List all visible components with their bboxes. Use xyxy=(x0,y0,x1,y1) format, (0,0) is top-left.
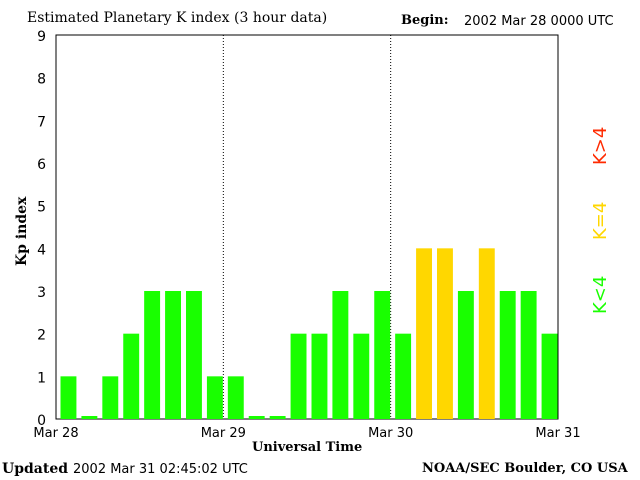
begin-label: Begin: xyxy=(401,13,449,28)
kp-bar xyxy=(248,416,265,419)
x-axis-label: Universal Time xyxy=(252,440,363,455)
kp-bar xyxy=(60,376,77,419)
kp-bar xyxy=(102,376,119,419)
y-tick-label: 5 xyxy=(37,200,46,216)
kp-bar xyxy=(269,416,286,419)
kp-bar xyxy=(332,291,349,419)
x-tick-label: Mar 28 xyxy=(33,426,78,441)
legend-k-below-4: K<4 xyxy=(590,275,611,314)
kp-bar xyxy=(290,333,307,419)
kp-bar xyxy=(123,333,140,419)
y-tick-label: 1 xyxy=(37,370,46,386)
y-tick-label: 6 xyxy=(37,157,46,173)
x-tick-label: Mar 31 xyxy=(535,426,580,441)
y-tick-label: 3 xyxy=(37,285,46,301)
legend-k-above-4: K>4 xyxy=(590,126,611,165)
kp-bar xyxy=(311,333,328,419)
y-tick-label: 7 xyxy=(37,114,46,130)
kp-bar xyxy=(353,333,370,419)
kp-bar xyxy=(206,376,223,419)
kp-bar xyxy=(499,291,516,419)
legend-k-equal-4: K=4 xyxy=(590,201,611,240)
kp-bar xyxy=(541,333,558,419)
kp-bar xyxy=(81,416,98,419)
source-credit: NOAA/SEC Boulder, CO USA xyxy=(422,461,628,476)
kp-bar xyxy=(478,248,495,419)
kp-bar xyxy=(374,291,391,419)
kp-bar xyxy=(144,291,161,419)
y-tick-label: 4 xyxy=(37,242,46,258)
updated-label: Updated xyxy=(2,461,69,477)
kp-bar xyxy=(227,376,244,419)
kp-bar xyxy=(165,291,181,419)
chart-title: Estimated Planetary K index (3 hour data… xyxy=(27,10,328,26)
y-axis-label: Kp index xyxy=(14,196,30,266)
begin-value: 2002 Mar 28 0000 UTC xyxy=(464,14,614,29)
kp-bar xyxy=(437,248,453,419)
kp-bar xyxy=(520,291,537,419)
kp-bar xyxy=(416,248,432,419)
kp-bar xyxy=(395,333,412,419)
y-tick-label: 9 xyxy=(37,29,46,45)
plot-frame xyxy=(55,34,559,420)
x-tick-label: Mar 30 xyxy=(368,426,413,441)
x-tick-label: Mar 29 xyxy=(201,426,246,441)
y-tick-label: 2 xyxy=(37,328,46,344)
kp-bar xyxy=(186,291,202,419)
updated-value: 2002 Mar 31 02:45:02 UTC xyxy=(73,462,248,477)
kp-bar xyxy=(457,291,474,419)
y-tick-label: 8 xyxy=(37,72,46,88)
y-tick-label: 0 xyxy=(37,413,46,429)
